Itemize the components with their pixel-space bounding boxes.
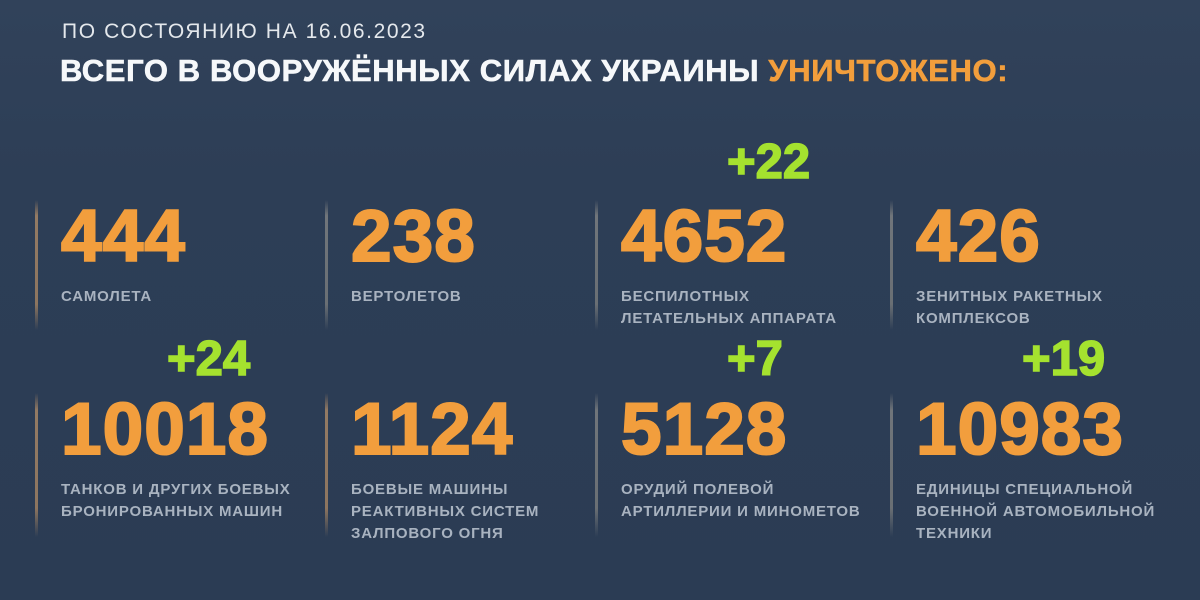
stat-value: 5128 — [620, 389, 788, 470]
stat-label: БОЕВЫЕ МАШИНЫ РЕАКТИВНЫХ СИСТЕМ ЗАЛПОВОГ… — [351, 481, 540, 542]
stat-value: 426 — [915, 196, 1041, 277]
stat-cell-aircraft: 444 САМОЛЕТА — [35, 196, 327, 330]
stat-value: 238 — [350, 196, 476, 277]
divider — [35, 393, 38, 537]
date-line: ПО СОСТОЯНИЮ НА 16.06.2023 — [62, 20, 427, 43]
stat-delta: +7 — [726, 331, 783, 387]
stat-label: ЗЕНИТНЫХ РАКЕТНЫХ КОМПЛЕКСОВ — [916, 288, 1103, 327]
stat-label: ВЕРТОЛЕТОВ — [351, 288, 462, 305]
page-title: ВСЕГО В ВООРУЖЁННЫХ СИЛАХ УКРАИНЫ УНИЧТО… — [60, 53, 1008, 89]
title-accent-text: УНИЧТОЖЕНО: — [768, 53, 1009, 89]
stat-label: БЕСПИЛОТНЫХ ЛЕТАТЕЛЬНЫХ АППАРАТА — [621, 288, 837, 327]
stat-value: 10018 — [60, 389, 269, 470]
stat-cell-tanks: +24 10018 ТАНКОВ И ДРУГИХ БОЕВЫХ БРОНИРО… — [35, 331, 327, 537]
stat-label: ЕДИНИЦЫ СПЕЦИАЛЬНОЙ ВОЕННОЙ АВТОМОБИЛЬНО… — [916, 481, 1156, 542]
title-main-text: ВСЕГО В ВООРУЖЁННЫХ СИЛАХ УКРАИНЫ — [60, 53, 769, 89]
divider — [35, 200, 38, 330]
stat-cell-mlrs: 1124 БОЕВЫЕ МАШИНЫ РЕАКТИВНЫХ СИСТЕМ ЗАЛ… — [325, 389, 617, 544]
stat-delta: +19 — [1021, 331, 1106, 387]
stat-delta: +24 — [166, 331, 251, 387]
divider — [890, 393, 893, 537]
stat-cell-military-vehicles: +19 10983 ЕДИНИЦЫ СПЕЦИАЛЬНОЙ ВОЕННОЙ АВ… — [890, 331, 1182, 544]
stat-value: 10983 — [915, 389, 1124, 470]
stat-label: САМОЛЕТА — [61, 288, 153, 305]
stat-value: 444 — [60, 196, 186, 277]
divider — [325, 200, 328, 330]
stat-label: ОРУДИЙ ПОЛЕВОЙ АРТИЛЛЕРИИ И МИНОМЕТОВ — [621, 481, 861, 520]
stat-cell-uav: +22 4652 БЕСПИЛОТНЫХ ЛЕТАТЕЛЬНЫХ АППАРАТ… — [595, 134, 887, 330]
stat-value: 1124 — [350, 389, 514, 470]
divider — [595, 200, 598, 330]
divider — [595, 393, 598, 537]
stat-label: ТАНКОВ И ДРУГИХ БОЕВЫХ БРОНИРОВАННЫХ МАШ… — [61, 481, 291, 520]
stat-cell-sam-systems: 426 ЗЕНИТНЫХ РАКЕТНЫХ КОМПЛЕКСОВ — [890, 196, 1182, 330]
stat-delta: +22 — [726, 134, 811, 190]
stat-cell-artillery: +7 5128 ОРУДИЙ ПОЛЕВОЙ АРТИЛЛЕРИИ И МИНО… — [595, 331, 887, 537]
divider — [890, 200, 893, 330]
divider — [325, 393, 328, 537]
stat-value: 4652 — [620, 196, 788, 277]
stat-cell-helicopters: 238 ВЕРТОЛЕТОВ — [325, 196, 617, 330]
